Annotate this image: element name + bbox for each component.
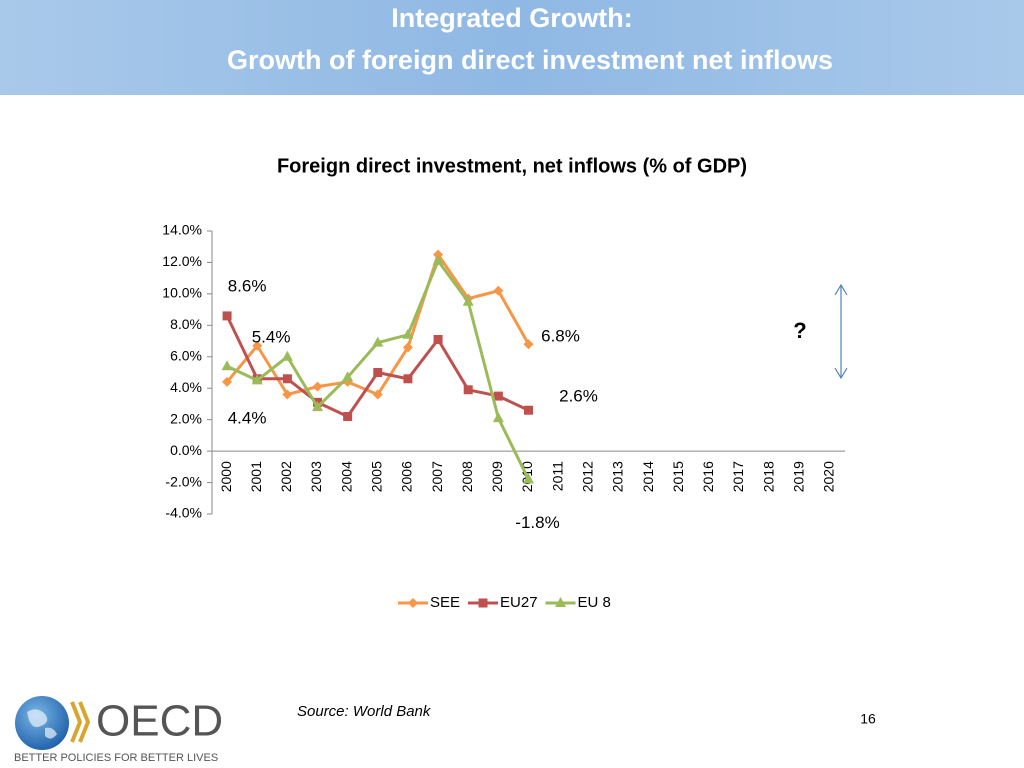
y-tick-label: 8.0%: [170, 316, 202, 332]
x-tick-label: 2014: [640, 461, 656, 492]
marker: [433, 249, 444, 260]
marker: [222, 311, 232, 321]
marker: [523, 339, 534, 350]
x-tick-label: 2003: [308, 461, 324, 492]
marker: [282, 374, 292, 384]
x-tick-label: 2007: [429, 461, 445, 492]
x-tick-label: 2015: [670, 461, 686, 492]
x-tick-label: 2011: [549, 461, 565, 491]
marker: [402, 342, 413, 353]
marker: [251, 374, 263, 385]
marker: [408, 598, 418, 608]
data-label: 4.4%: [228, 408, 267, 427]
x-tick-label: 2002: [278, 461, 294, 492]
x-tick-label: 2004: [338, 461, 354, 492]
y-tick-label: 4.0%: [170, 379, 202, 395]
marker: [373, 368, 383, 377]
marker: [433, 334, 443, 344]
y-tick-label: 12.0%: [162, 253, 202, 269]
marker: [493, 391, 503, 401]
x-tick-label: 2013: [610, 461, 626, 492]
y-tick-label: -2.0%: [165, 473, 202, 489]
marker: [432, 254, 444, 265]
marker: [221, 360, 233, 371]
data-label: 8.6%: [228, 276, 267, 295]
y-tick-label: -4.0%: [165, 505, 202, 521]
y-tick-label: 2.0%: [170, 410, 202, 426]
y-tick-label: 10.0%: [162, 285, 202, 301]
marker: [463, 385, 473, 395]
marker: [343, 412, 353, 422]
marker: [372, 389, 383, 400]
marker: [281, 350, 293, 361]
x-tick-label: 2005: [368, 461, 384, 492]
marker: [493, 285, 504, 296]
y-tick-label: 6.0%: [170, 347, 202, 363]
marker: [342, 371, 354, 382]
marker: [523, 473, 534, 484]
slide-subtitle: Growth of foreign direct investment net …: [227, 45, 833, 75]
slide-title: Integrated Growth:: [391, 3, 633, 33]
legend-label: SEE: [430, 594, 460, 611]
logo-text: OECD: [96, 697, 223, 746]
legend-label: EU 8: [578, 594, 611, 611]
marker: [252, 340, 263, 351]
data-label: 2.6%: [559, 387, 598, 406]
x-tick-label: 2008: [459, 461, 475, 492]
annotation: ?: [793, 318, 806, 343]
marker: [478, 598, 488, 608]
x-tick-label: 2009: [489, 461, 505, 492]
x-tick-label: 2012: [579, 461, 595, 492]
marker: [282, 389, 293, 400]
y-tick-label: 14.0%: [162, 222, 202, 238]
x-tick-label: 2006: [399, 461, 415, 492]
legend-label: EU27: [500, 594, 538, 611]
marker: [492, 412, 504, 423]
marker: [462, 295, 474, 306]
x-tick-label: 2019: [790, 461, 806, 492]
marker: [403, 374, 413, 384]
header-bar: [0, 0, 1024, 95]
marker: [372, 336, 384, 347]
data-label: 6.8%: [541, 327, 580, 346]
x-tick-label: 2000: [218, 461, 234, 492]
page-number: 16: [860, 711, 876, 727]
data-label: -1.8%: [515, 513, 559, 532]
y-tick-label: 0.0%: [170, 442, 202, 458]
x-tick-label: 2001: [248, 461, 264, 492]
data-label: 5.4%: [252, 328, 291, 347]
marker: [312, 381, 323, 392]
logo-tagline: BETTER POLICIES FOR BETTER LIVES: [14, 752, 218, 764]
marker: [312, 401, 323, 412]
logo: OECD BETTER POLICIES FOR BETTER LIVES: [14, 696, 223, 764]
x-tick-label: 2017: [730, 461, 746, 492]
marker: [524, 405, 533, 415]
source: Source: World Bank: [297, 703, 432, 720]
marker: [222, 376, 233, 387]
marker: [555, 597, 567, 607]
chart-title: Foreign direct investment, net inflows (…: [277, 155, 747, 177]
x-tick-label: 2018: [760, 461, 776, 492]
x-tick-label: 2020: [821, 461, 837, 492]
double-arrow: [834, 283, 848, 380]
marker: [402, 328, 414, 339]
x-tick-label: 2016: [700, 461, 716, 492]
